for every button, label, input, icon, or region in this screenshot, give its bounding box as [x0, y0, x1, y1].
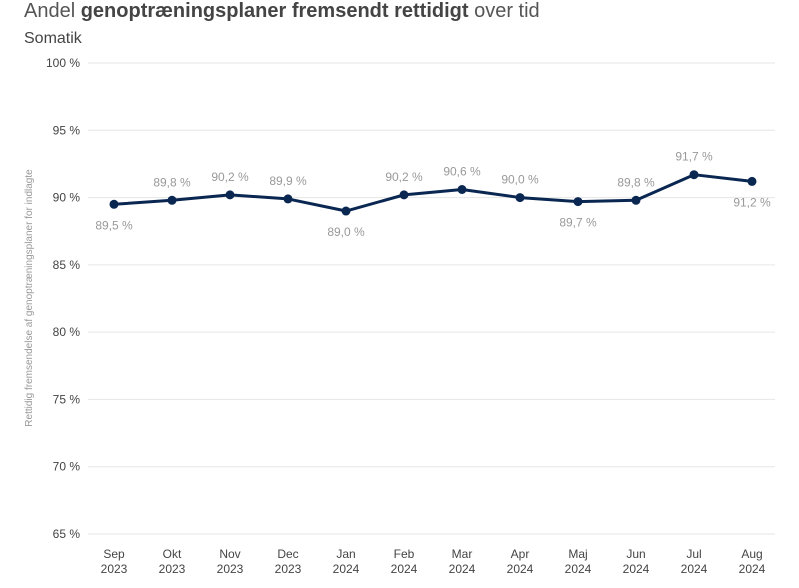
data-label: 89,7 %	[559, 216, 597, 230]
data-label: 91,7 %	[675, 150, 713, 164]
x-tick-label: Dec 2023	[275, 547, 302, 576]
x-axis-ticks: Sep 2023 Okt 2023 Nov 2023 Dec 2023 Jan 2024 Feb 20…	[101, 547, 766, 576]
data-label: 90,2 %	[211, 170, 249, 184]
x-tick-label: Jun 2024	[623, 547, 650, 576]
data-point	[689, 170, 699, 180]
data-point	[515, 193, 525, 203]
data-labels: 89,5 % 89,8 % 90,2 % 89,9 % 89,0 % 90,2 % 90,6…	[95, 150, 771, 239]
x-tick-label: Aug 2024	[739, 547, 766, 576]
data-label: 90,2 %	[385, 170, 423, 184]
title-part-1: Andel	[24, 0, 81, 22]
x-tick-label: Sep 2023	[101, 547, 128, 576]
x-tick-label: Mar 2024	[449, 547, 476, 576]
y-axis-label: Rettidig fremsendelse af genoptræningspl…	[24, 169, 35, 427]
y-tick-label: 80 %	[53, 325, 81, 339]
y-tick-label: 70 %	[53, 460, 81, 474]
chart-subtitle: Somatik	[24, 30, 82, 47]
data-point	[399, 190, 409, 200]
y-tick-label: 65 %	[53, 527, 81, 541]
data-point	[631, 195, 641, 205]
data-label: 89,8 %	[153, 175, 191, 189]
data-label: 89,0 %	[327, 225, 365, 239]
data-point	[747, 176, 757, 186]
x-tick-label: Nov 2023	[217, 547, 244, 576]
data-point	[109, 199, 119, 209]
x-tick-label: Feb 2024	[391, 547, 418, 576]
title-part-2: over tid	[468, 0, 540, 22]
x-tick-label: Okt 2023	[159, 547, 186, 576]
chart-title: Andel genoptræningsplaner fremsendt rett…	[24, 0, 540, 23]
data-point	[457, 184, 467, 194]
data-point	[573, 197, 583, 207]
y-tick-label: 95 %	[53, 123, 81, 137]
data-label: 89,8 %	[617, 175, 655, 189]
x-tick-label: Apr 2024	[507, 547, 534, 576]
title-bold-part: genoptræningsplaner fremsendt rettidigt	[80, 0, 469, 22]
data-point	[341, 206, 351, 216]
x-tick-label: Jul 2024	[681, 547, 708, 576]
data-label: 90,6 %	[443, 164, 481, 178]
data-label: 89,9 %	[269, 174, 307, 188]
y-tick-label: 90 %	[53, 191, 81, 205]
y-axis-ticks: 65 % 70 % 75 % 80 % 85 % 90 % 95 % 100 %	[46, 56, 80, 541]
x-tick-label: Maj 2024	[565, 547, 592, 576]
data-label: 91,2 %	[733, 195, 771, 209]
data-point	[225, 190, 235, 200]
y-tick-label: 100 %	[46, 56, 80, 70]
data-point	[167, 195, 177, 205]
gridlines	[88, 62, 775, 535]
x-tick-label: Jan 2024	[333, 547, 360, 576]
y-tick-label: 85 %	[53, 258, 81, 272]
series-group	[109, 170, 757, 216]
data-label: 89,5 %	[95, 218, 133, 232]
y-tick-label: 75 %	[53, 392, 81, 406]
data-point	[283, 194, 293, 204]
data-label: 90,0 %	[501, 173, 539, 187]
series-line	[112, 173, 754, 213]
